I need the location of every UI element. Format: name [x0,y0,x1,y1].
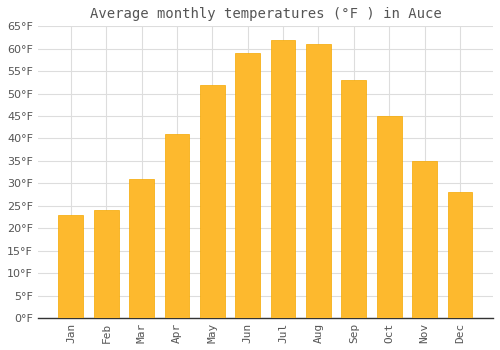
Bar [164,134,190,318]
Bar [270,40,295,318]
Bar [377,116,402,318]
Bar [448,192,472,318]
Title: Average monthly temperatures (°F ) in Auce: Average monthly temperatures (°F ) in Au… [90,7,442,21]
Bar [58,215,84,318]
Bar [129,179,154,318]
Bar [342,80,366,318]
Bar [200,85,225,318]
Bar [306,44,331,318]
Bar [412,161,437,318]
Bar [236,53,260,318]
Bar [94,210,118,318]
